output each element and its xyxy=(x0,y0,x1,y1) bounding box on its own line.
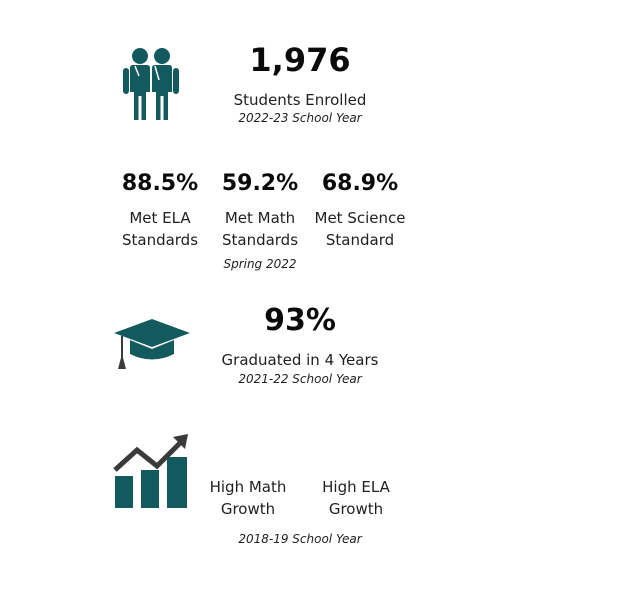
ela-standards-percent: 88.5% xyxy=(121,171,199,196)
graduation-label: Graduated in 4 Years xyxy=(221,351,379,369)
science-standards-percent: 68.9% xyxy=(321,171,399,196)
growth-chart-icon xyxy=(112,432,192,510)
science-standards-label-line-1: Met Science xyxy=(314,209,406,227)
math-growth-label-line-1: High Math xyxy=(209,478,287,496)
ela-standards-label-line-2: Standards xyxy=(121,231,199,249)
math-standards-label-line-2: Standards xyxy=(221,231,299,249)
graduation-year-note: 2021-22 School Year xyxy=(238,372,362,386)
ela-growth-label-line-2: Growth xyxy=(328,500,384,518)
math-standards-label-line-1: Met Math xyxy=(224,209,296,227)
math-standards-label: Met Math Standards xyxy=(200,207,320,251)
graduation-cap-icon xyxy=(112,316,192,372)
ela-growth-label-line-1: High ELA xyxy=(322,478,390,496)
enrollment-number: 1,976 xyxy=(249,41,351,79)
ela-standards-label: Met ELA Standards xyxy=(100,207,220,251)
math-growth-label-line-2: Growth xyxy=(220,500,276,518)
standards-term-note: Spring 2022 xyxy=(223,257,297,271)
ela-standards-label-line-1: Met ELA xyxy=(129,209,191,227)
math-growth-label: High Math Growth xyxy=(198,476,298,520)
math-standards-percent: 59.2% xyxy=(221,171,299,196)
science-standards-label-line-2: Standard xyxy=(325,231,395,249)
graduation-rate: 93% xyxy=(264,303,336,338)
science-standards-label: Met Science Standard xyxy=(300,207,420,251)
enrollment-label: Students Enrolled xyxy=(233,91,367,109)
students-icon xyxy=(118,46,184,122)
enrollment-year-note: 2022-23 School Year xyxy=(238,111,362,125)
ela-growth-label: High ELA Growth xyxy=(306,476,406,520)
growth-year-note: 2018-19 School Year xyxy=(238,532,362,546)
